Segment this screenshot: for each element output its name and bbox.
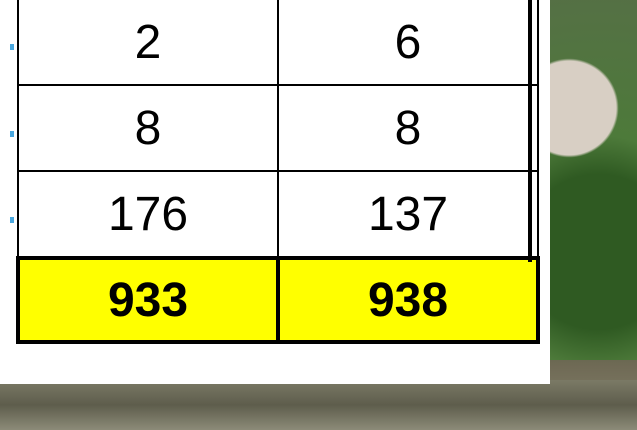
data-table: 2 6 8 8 176 137 933 938 bbox=[16, 0, 540, 344]
total-cell: 938 bbox=[276, 256, 540, 344]
cut-cell bbox=[0, 174, 16, 260]
table-cell: 137 bbox=[277, 170, 539, 259]
photo-ground bbox=[0, 380, 637, 430]
table-cell: 176 bbox=[17, 170, 279, 259]
table-border bbox=[528, 0, 532, 262]
cut-cell bbox=[0, 0, 16, 88]
table-cell: 6 bbox=[277, 0, 539, 86]
table-cell: 8 bbox=[277, 84, 539, 172]
sheet-panel: 2 6 8 8 176 137 933 938 bbox=[0, 0, 540, 344]
table-row: 176 137 bbox=[17, 170, 539, 259]
total-cell: 933 bbox=[16, 256, 280, 344]
table-cell: 2 bbox=[17, 0, 279, 86]
table-body: 2 6 8 8 176 137 933 938 bbox=[16, 0, 540, 344]
total-row: 933 938 bbox=[16, 256, 540, 344]
cut-cell bbox=[0, 88, 16, 174]
table-cell: 8 bbox=[17, 84, 279, 172]
photo-foliage bbox=[540, 0, 637, 360]
